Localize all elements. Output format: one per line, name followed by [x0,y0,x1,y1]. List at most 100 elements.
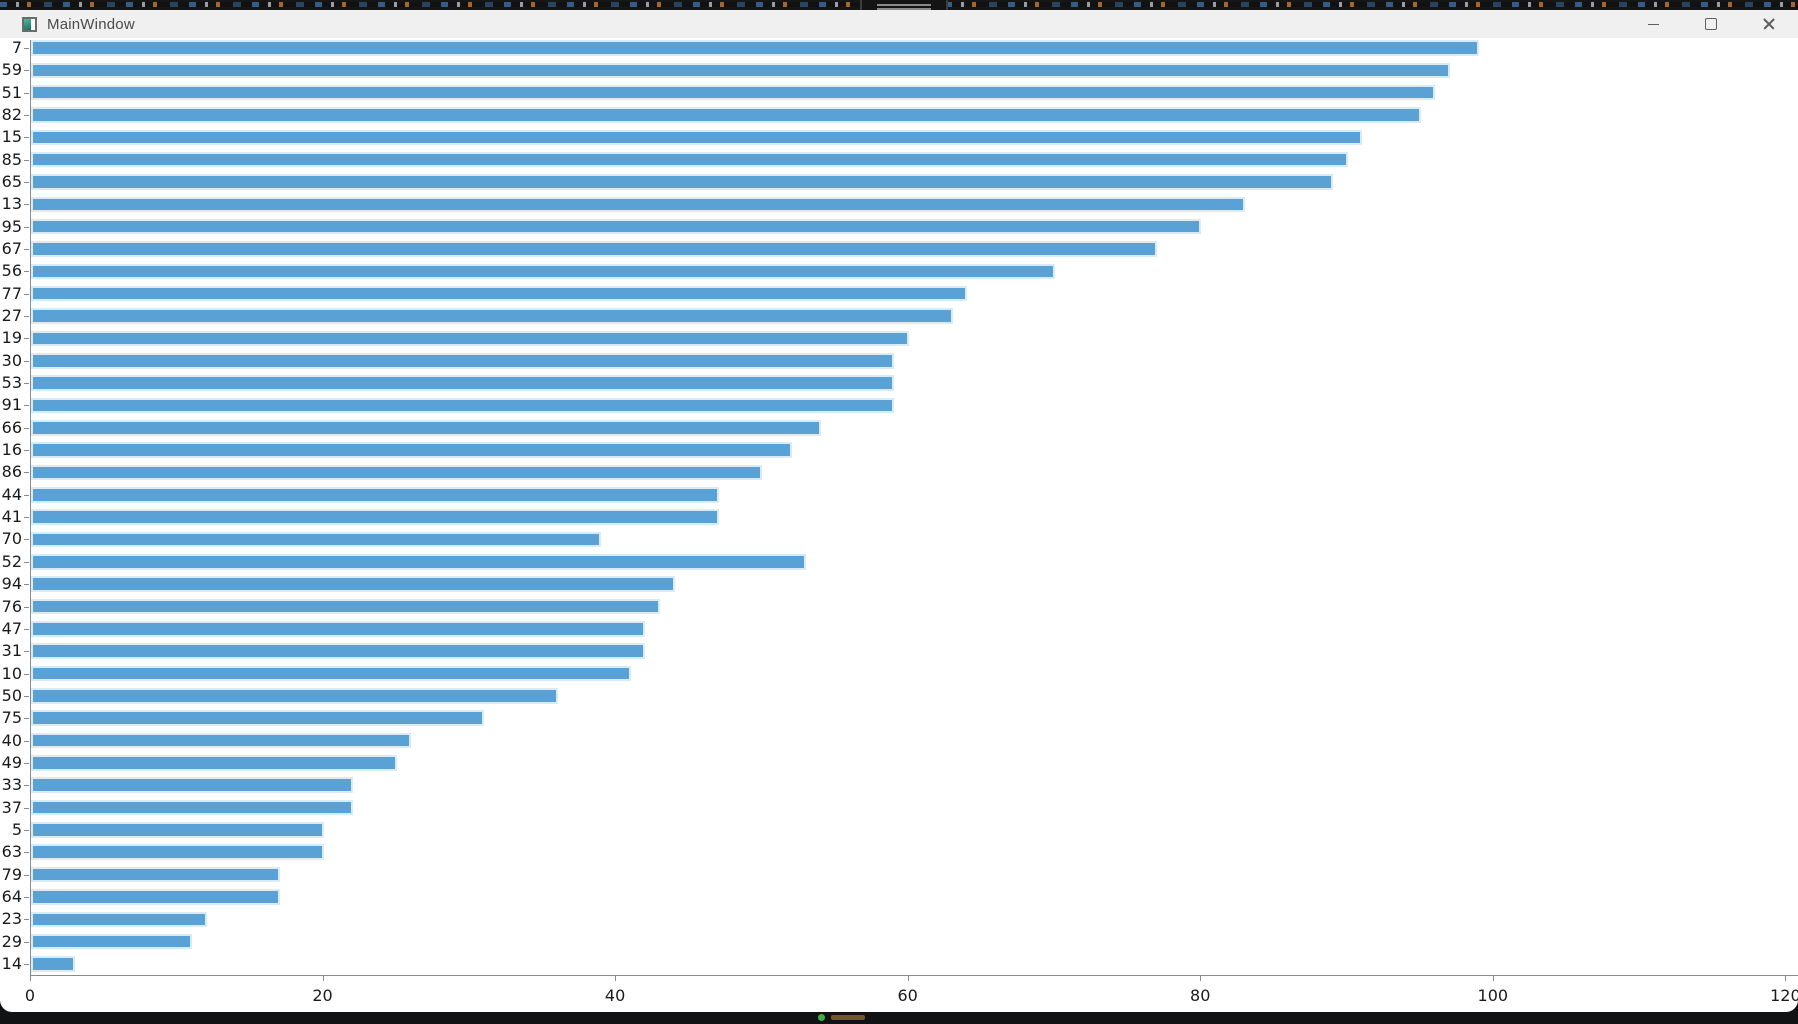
y-tick-label: 19 [1,328,22,348]
taskbar-text-fragment [831,1015,865,1020]
bar [31,330,909,347]
y-tick-label: 77 [1,283,22,303]
x-tick-label: 0 [24,986,36,1005]
bar [31,308,953,324]
bar [31,487,719,503]
bar [31,598,660,615]
y-tick-label: 10 [1,663,22,683]
taskbar-strip [0,1010,1798,1024]
bar [31,263,1055,280]
status-dot-icon [818,1014,825,1021]
y-tick-label: 52 [1,551,22,571]
y-tick-mark [24,472,29,474]
y-tick-mark [24,159,29,161]
bar [31,822,324,838]
y-tick-label: 15 [1,127,22,147]
x-tick-mark [1785,975,1787,981]
y-tick-label: 50 [1,685,22,705]
y-tick-mark [24,360,29,362]
y-tick-mark [24,70,29,72]
y-tick-label: 27 [1,306,22,326]
x-tick-label: 40 [604,986,626,1005]
y-tick-mark [24,249,29,251]
bar [31,576,675,592]
y-tick-mark [24,271,29,273]
y-tick-label: 13 [1,194,22,214]
y-tick-mark [24,762,29,764]
y-tick-label: 95 [1,216,22,236]
bar [31,241,1158,257]
plot-area: 7 59 51 82 15 85 65 13 95 67 56 77 27 19 30 53 91 66 16 86 4… [0,10,1798,1012]
y-tick-mark [24,48,29,49]
y-tick-mark [24,941,29,943]
bar [31,84,1436,101]
bar [31,464,763,481]
bar [31,107,1421,123]
x-tick-label: 60 [897,986,918,1005]
y-tick-label: 76 [1,596,22,616]
y-tick-mark [24,92,29,94]
y-tick-mark [24,807,29,809]
y-tick-mark [24,896,29,898]
bar [31,62,1450,79]
x-tick-mark [1492,975,1494,981]
bar [31,688,558,704]
y-tick-mark [24,115,29,117]
y-tick-mark [24,204,29,206]
bar [31,799,353,816]
y-tick-mark [24,606,29,608]
y-tick-label: 44 [1,484,22,504]
x-tick-label: 120 [1770,986,1798,1005]
y-tick-mark [24,963,29,965]
x-tick-mark [907,975,909,981]
bar [31,285,968,302]
bar [31,531,602,548]
y-axis-spine [30,40,31,975]
y-tick-label: 16 [1,440,22,460]
y-tick-mark [24,494,29,496]
y-tick-label: 29 [1,931,22,951]
bar [31,665,631,682]
y-tick-mark [24,226,29,228]
bar [31,196,1246,213]
x-axis-spine [30,975,1798,976]
x-tick-mark [322,975,324,981]
window-controls [1624,10,1798,38]
maximize-button[interactable] [1682,10,1740,38]
bar [31,397,895,414]
bar [31,509,719,525]
y-tick-label: 40 [1,730,22,750]
y-tick-label: 79 [1,864,22,884]
window-title: MainWindow [47,15,135,33]
window-titlebar[interactable]: MainWindow [0,10,1798,38]
y-tick-label: 67 [1,239,22,259]
bar [31,844,324,860]
y-tick-label: 70 [1,529,22,549]
y-tick-mark [24,338,29,340]
y-tick-mark [24,137,29,139]
y-tick-label: 33 [1,775,22,795]
y-tick-mark [24,561,29,563]
y-tick-label: 56 [1,261,22,281]
close-icon [1763,18,1775,30]
grip-line-icon [877,8,931,10]
y-tick-label: 91 [1,395,22,415]
y-tick-label: 41 [1,507,22,527]
minimize-button[interactable] [1624,10,1682,38]
y-tick-label: 30 [1,350,22,370]
y-tick-mark [24,829,29,831]
y-tick-mark [24,584,29,586]
bar [31,375,895,391]
y-tick-label: 59 [1,60,22,80]
bar [31,174,1333,190]
y-tick-label: 85 [1,149,22,169]
y-tick-mark [24,874,29,876]
y-tick-label: 37 [1,797,22,817]
y-tick-label: 86 [1,462,22,482]
close-button[interactable] [1740,10,1798,38]
y-tick-mark [24,539,29,541]
y-tick-label: 66 [1,417,22,437]
y-tick-label: 5 [11,819,22,839]
y-tick-mark [24,718,29,720]
x-tick-mark [615,975,617,981]
